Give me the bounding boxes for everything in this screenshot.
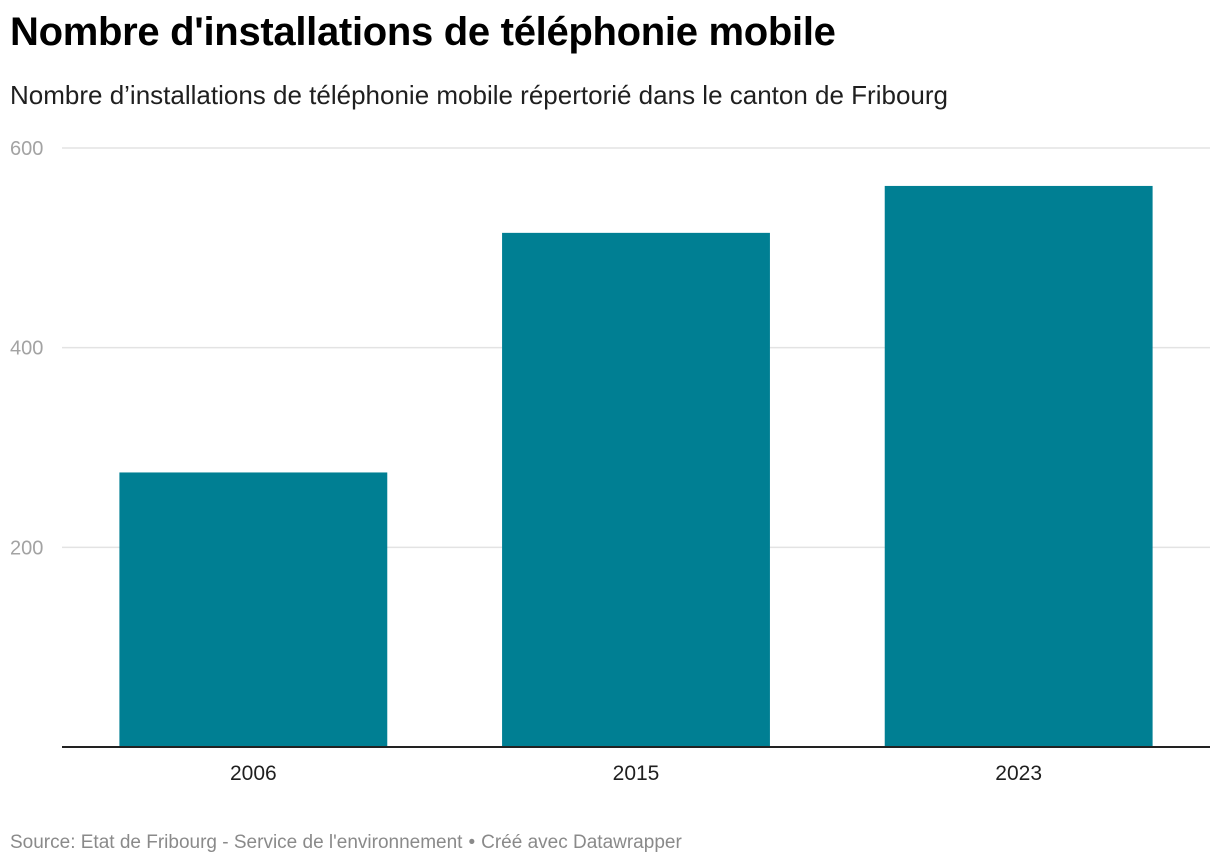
x-tick-label: 2015: [613, 762, 660, 785]
y-tick-label: 400: [10, 338, 43, 360]
bar-2015: [502, 232, 770, 747]
bar-2006: [119, 472, 388, 747]
footer-separator: •: [468, 832, 476, 853]
axes: 2006 2015 2023: [62, 746, 1210, 785]
y-tick-label: 200: [10, 537, 43, 559]
chart-subtitle: Nombre d’installations de téléphonie mob…: [10, 80, 948, 110]
x-tick-label: 2006: [230, 762, 277, 785]
bar-2023: [884, 185, 1153, 748]
source-note: Source: Etat de Fribourg - Service de l'…: [10, 832, 463, 853]
y-tick-label: 600: [10, 138, 43, 160]
x-tick-label: 2023: [995, 762, 1042, 785]
chart-title: Nombre d'installations de téléphonie mob…: [10, 10, 836, 54]
chart-footer: Source: Etat de Fribourg - Service de l'…: [10, 832, 682, 854]
datawrapper-credit[interactable]: Créé avec Datawrapper: [481, 832, 682, 853]
bars: [119, 185, 1153, 748]
